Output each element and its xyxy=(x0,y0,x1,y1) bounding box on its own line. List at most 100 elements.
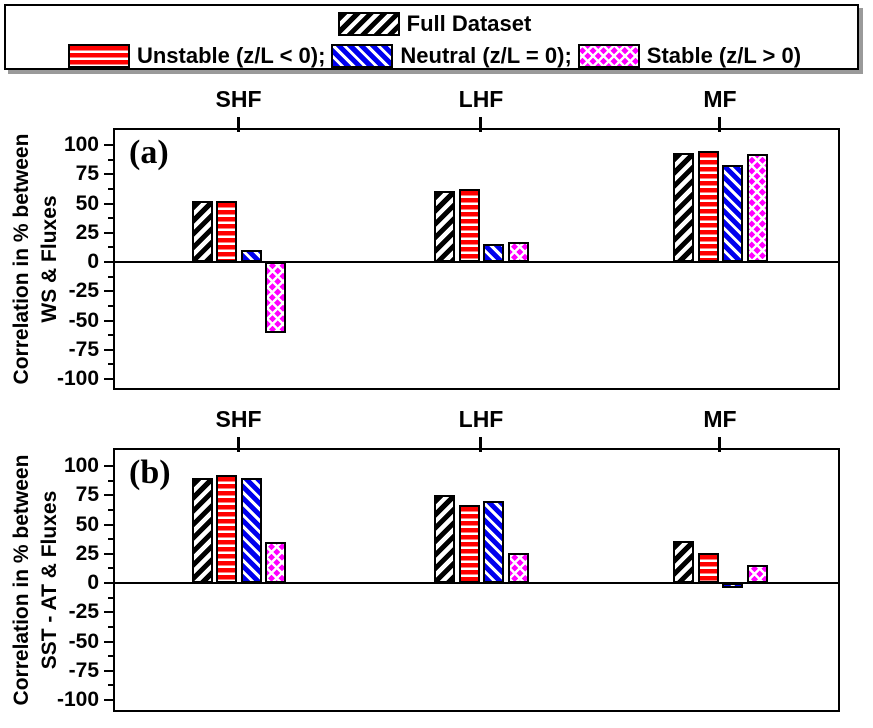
y-axis-tick xyxy=(104,348,113,351)
x-axis-tick xyxy=(236,437,240,452)
y-axis-minor-tick xyxy=(108,625,113,628)
y-axis-minor-tick xyxy=(108,538,113,541)
bar-full-lhf xyxy=(434,495,455,583)
bar-unstable-mf xyxy=(697,150,719,262)
y-axis-tick xyxy=(104,173,113,176)
bar-neutral-shf xyxy=(240,477,262,583)
y-axis-tick xyxy=(104,144,113,146)
bar-unstable-mf xyxy=(697,552,719,583)
bar-full-lhf xyxy=(434,190,455,262)
y-axis-tick-label: 50 xyxy=(75,512,99,536)
bar-full-mf xyxy=(673,540,694,583)
stable-swatch-icon xyxy=(577,44,640,68)
y-axis-tick-label: -50 xyxy=(68,629,99,653)
y-axis-minor-tick xyxy=(108,684,113,687)
y-axis-minor-tick xyxy=(108,187,113,190)
y-axis-minor-tick xyxy=(108,596,113,599)
bar-neutral-lhf xyxy=(483,501,504,583)
y-axis-tick xyxy=(104,378,113,380)
y-axis-tick xyxy=(104,669,113,672)
y-axis-minor-tick xyxy=(108,567,113,570)
bar-stable-mf xyxy=(746,154,768,262)
y-axis-tick-label: 75 xyxy=(75,483,99,507)
y-axis-minor-tick xyxy=(108,304,113,307)
y-axis-tick-label: -75 xyxy=(68,658,99,682)
y-axis-minor-tick xyxy=(108,246,113,249)
category-label: MF xyxy=(703,86,737,112)
bar-stable-mf xyxy=(746,565,768,583)
y-axis-tick xyxy=(104,202,113,205)
bar-stable-lhf xyxy=(507,242,529,262)
y-axis-title-b-line1: Correlation in % between xyxy=(10,454,33,706)
y-axis-tick-label: -25 xyxy=(68,279,99,303)
zero-axis-line xyxy=(115,261,838,263)
x-axis-tick xyxy=(718,117,721,132)
unstable-swatch-icon xyxy=(67,44,130,68)
y-axis-minor-tick xyxy=(108,158,113,161)
y-axis-tick xyxy=(104,640,113,643)
bar-neutral-mf xyxy=(722,164,743,262)
legend-label-neutral: Neutral (z/L = 0); xyxy=(400,43,572,68)
y-axis-minor-tick xyxy=(108,655,113,658)
bar-unstable-shf xyxy=(216,475,237,583)
y-axis-tick xyxy=(104,552,113,555)
legend-label-stable: Stable (z/L > 0) xyxy=(646,43,802,68)
y-axis-tick-label: -100 xyxy=(56,688,99,711)
y-axis-minor-tick xyxy=(108,275,113,278)
zero-axis-line xyxy=(115,582,838,584)
chart-legend: Full Dataset Unstable (z/L < 0); Neutral… xyxy=(4,4,859,70)
y-axis-title-a: Correlation in % between WS & Fluxes xyxy=(8,109,64,409)
x-axis-tick xyxy=(236,117,240,132)
y-axis-minor-tick xyxy=(108,334,113,337)
legend-label-unstable: Unstable (z/L < 0); xyxy=(136,43,326,68)
legend-row-2: Unstable (z/L < 0); Neutral (z/L = 0); S… xyxy=(6,40,857,72)
y-axis-tick-label: -25 xyxy=(68,600,99,624)
y-axis-tick-label: -75 xyxy=(68,337,99,361)
y-axis-tick xyxy=(104,699,113,701)
y-axis-tick xyxy=(104,494,113,497)
y-axis-minor-tick xyxy=(108,479,113,482)
y-axis-tick xyxy=(104,319,113,322)
y-axis-title-b-line2: SST - AT & Fluxes xyxy=(38,490,61,670)
panel-letter-b: (b) xyxy=(129,454,171,491)
bar-unstable-lhf xyxy=(458,189,480,262)
bar-stable-shf xyxy=(265,542,286,583)
bar-stable-lhf xyxy=(507,552,529,583)
bar-stable-shf xyxy=(265,262,286,334)
y-axis-minor-tick xyxy=(108,217,113,220)
y-axis-tick-label: 0 xyxy=(87,250,99,273)
y-axis-tick-label: -100 xyxy=(56,367,99,390)
y-axis-tick-label: 75 xyxy=(75,162,99,186)
plot-area-a: (a) 100 75 50 25 0 -25 -50 -75 -100 SHF LHF MF xyxy=(57,86,840,390)
bar-unstable-shf xyxy=(216,201,237,262)
legend-label-full-dataset: Full Dataset xyxy=(406,11,532,36)
category-label: LHF xyxy=(458,406,504,432)
legend-row-1: Full Dataset xyxy=(6,8,857,40)
bar-unstable-lhf xyxy=(458,504,480,583)
neutral-swatch-icon xyxy=(331,44,394,68)
y-axis-tick-label: 25 xyxy=(75,541,99,565)
category-label: LHF xyxy=(458,86,504,112)
y-axis-tick xyxy=(104,261,113,263)
y-axis-tick-label: -50 xyxy=(68,308,99,332)
y-axis-title-b: Correlation in % between SST - AT & Flux… xyxy=(8,430,64,728)
plot-area-b: (b) 100 75 50 25 0 -25 -50 -75 -100 SHF LHF MF xyxy=(57,406,840,712)
full-dataset-swatch-icon xyxy=(337,12,400,36)
bar-full-mf xyxy=(673,153,694,262)
y-axis-minor-tick xyxy=(108,363,113,366)
bar-neutral-shf xyxy=(240,250,262,262)
bar-neutral-mf xyxy=(722,583,743,588)
y-axis-tick xyxy=(104,523,113,526)
category-label: SHF xyxy=(215,406,262,432)
y-axis-tick-label: 100 xyxy=(63,454,99,477)
y-axis-title-a-line2: WS & Fluxes xyxy=(38,195,61,323)
category-label: SHF xyxy=(215,86,262,112)
y-axis-tick xyxy=(104,231,113,234)
y-axis-tick xyxy=(104,465,113,467)
y-axis-tick xyxy=(104,611,113,614)
panel-letter-a: (a) xyxy=(129,134,169,171)
x-axis-tick xyxy=(479,117,482,132)
y-axis-minor-tick xyxy=(108,508,113,511)
